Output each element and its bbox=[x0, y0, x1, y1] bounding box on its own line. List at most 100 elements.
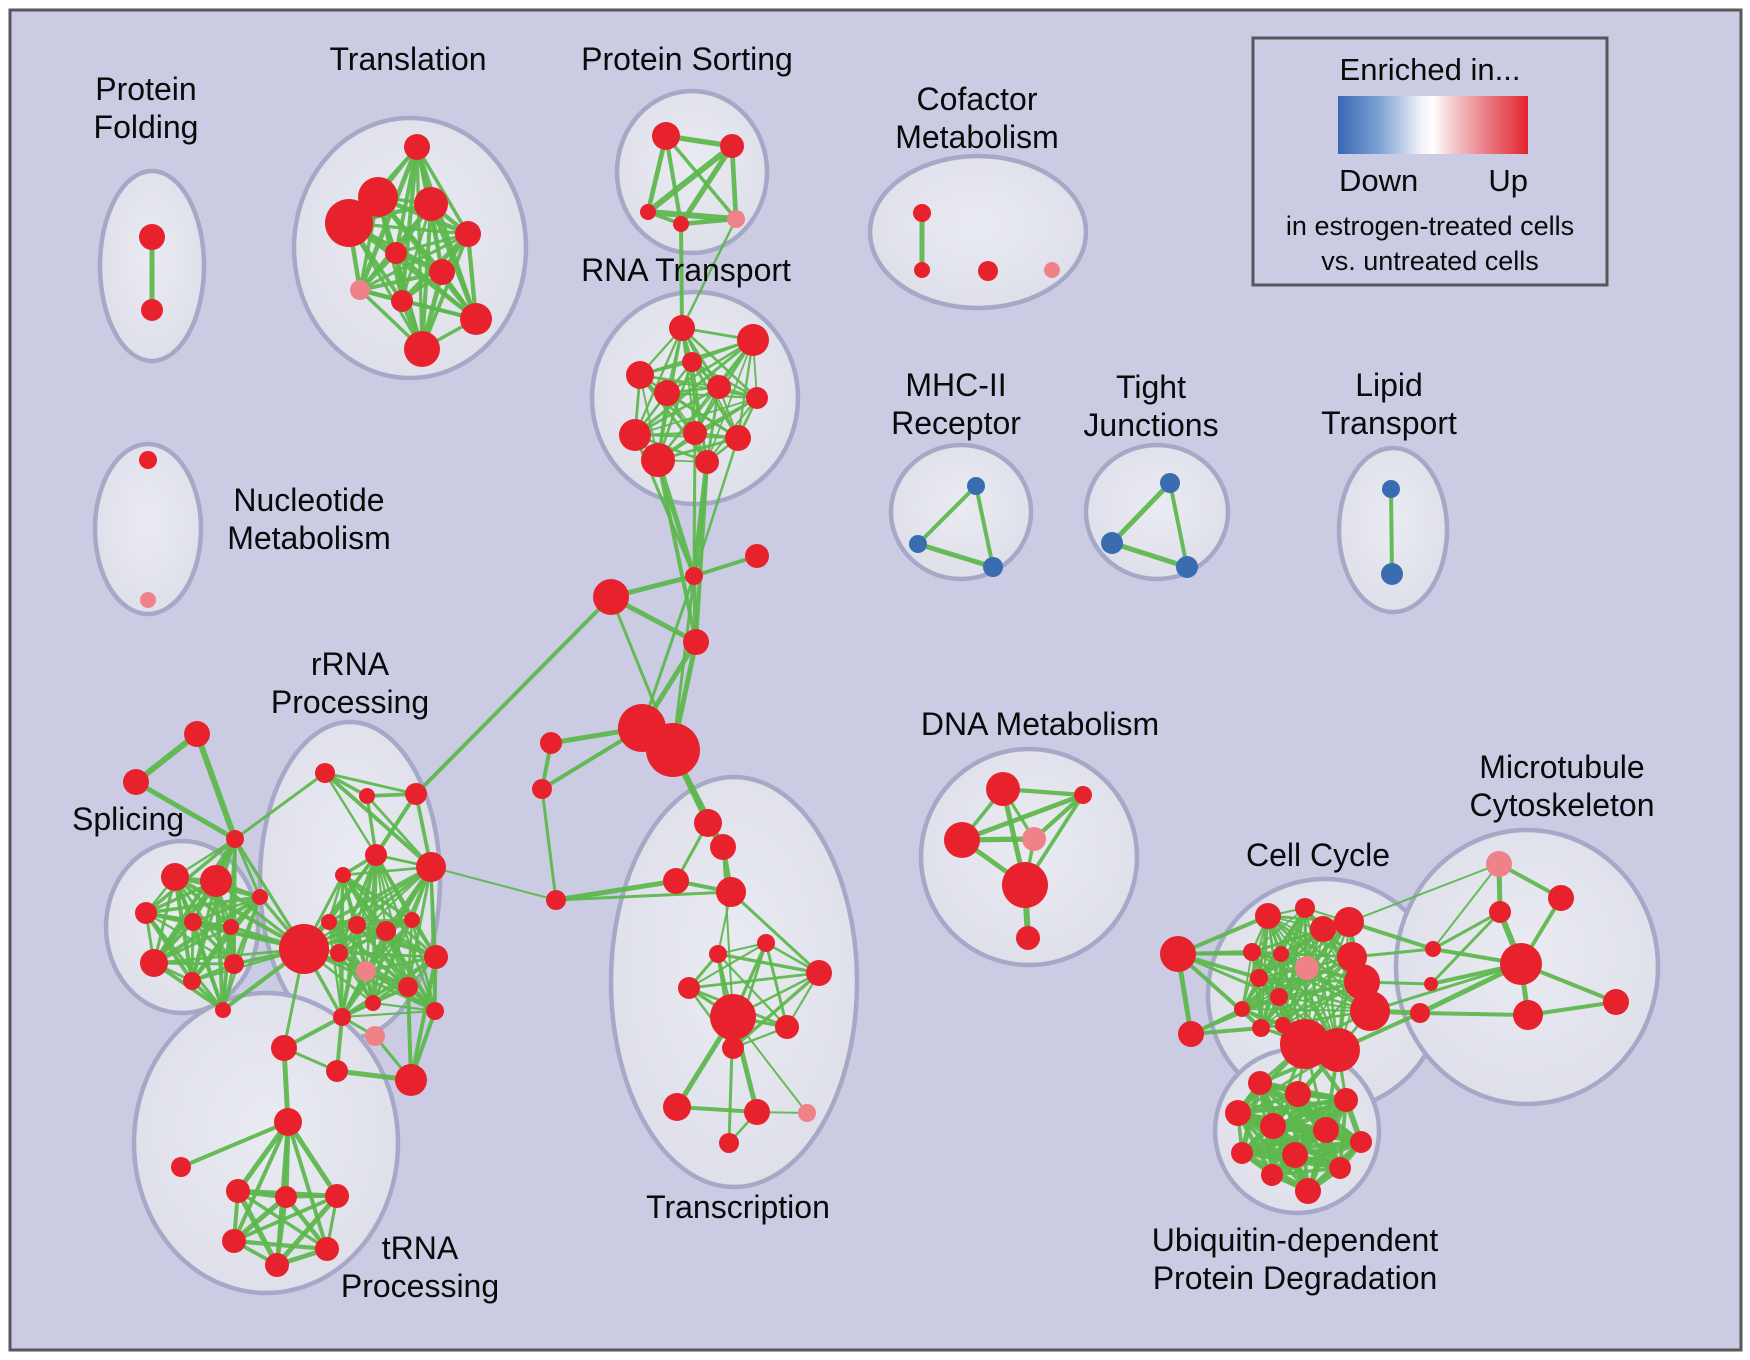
gene-set-node-67-up bbox=[404, 912, 420, 928]
gene-set-node-4-up bbox=[325, 199, 373, 247]
edge bbox=[371, 918, 414, 1005]
gene-set-node-124-up bbox=[1273, 946, 1289, 962]
gene-set-node-11-up bbox=[460, 303, 492, 335]
legend-gradient-bar bbox=[1338, 96, 1528, 154]
edge bbox=[678, 143, 735, 227]
gene-set-node-89-up bbox=[745, 544, 769, 568]
edge bbox=[706, 339, 754, 463]
gene-set-node-45-up bbox=[123, 769, 149, 795]
edge bbox=[430, 866, 557, 901]
gene-set-node-126-up bbox=[1250, 969, 1268, 987]
cluster-ellipse-protein-sorting bbox=[614, 88, 770, 256]
edge bbox=[323, 771, 433, 869]
gene-set-node-107-up bbox=[663, 1093, 691, 1121]
edge bbox=[409, 955, 438, 1082]
edge bbox=[358, 232, 470, 292]
gene-set-node-12-up bbox=[404, 331, 440, 367]
gene-set-node-55-up bbox=[252, 889, 268, 905]
gene-set-node-140-up bbox=[1548, 885, 1574, 911]
gene-set-node-132-up bbox=[1350, 991, 1390, 1031]
edge bbox=[915, 541, 996, 570]
gene-set-node-96-up bbox=[710, 834, 736, 860]
edge bbox=[1109, 480, 1173, 546]
gene-set-node-122-up bbox=[1334, 907, 1364, 937]
gene-set-node-53-up bbox=[224, 954, 244, 974]
edge bbox=[1432, 863, 1500, 950]
gene-set-node-83-up bbox=[325, 1184, 349, 1208]
gene-set-node-20-up bbox=[682, 352, 702, 372]
edge bbox=[1241, 1008, 1371, 1012]
edge bbox=[285, 1119, 340, 1199]
gene-set-node-21-up bbox=[626, 361, 654, 389]
cluster-label-splicing: Splicing bbox=[72, 801, 184, 837]
gene-set-node-31-up bbox=[914, 262, 930, 278]
cluster-ellipse-nucleotide-metabolism bbox=[92, 441, 204, 617]
gene-set-node-17-up-light bbox=[727, 210, 745, 228]
gene-set-node-85-up bbox=[315, 1237, 339, 1261]
gene-set-node-69-up-light bbox=[356, 961, 376, 981]
gene-set-node-16-up bbox=[673, 216, 689, 232]
gene-set-node-51-up bbox=[223, 919, 239, 935]
gene-set-node-56-up bbox=[215, 1002, 231, 1018]
edge bbox=[736, 338, 755, 440]
cluster-label-protein-folding: Protein Folding bbox=[94, 71, 199, 145]
gene-set-node-13-up bbox=[652, 122, 680, 150]
gene-set-node-104-up bbox=[710, 994, 756, 1040]
gene-set-node-81-up bbox=[226, 1179, 250, 1203]
legend-box bbox=[1251, 36, 1609, 287]
edge bbox=[665, 338, 755, 395]
gene-set-node-73-up bbox=[333, 1008, 351, 1026]
gene-set-node-105-up bbox=[775, 1015, 799, 1039]
cluster-label-transcription: Transcription bbox=[646, 1189, 830, 1225]
gene-set-node-79-up bbox=[274, 1108, 302, 1136]
cluster-label-ubiquitin-degradation: Ubiquitin-dependent Protein Degradation bbox=[1152, 1222, 1439, 1296]
edge bbox=[235, 1119, 291, 1194]
edge bbox=[764, 941, 789, 1029]
cluster-label-cofactor-metabolism: Cofactor Metabolism bbox=[895, 81, 1059, 155]
edge bbox=[341, 873, 414, 922]
gene-set-node-77-up bbox=[395, 1064, 427, 1096]
gene-set-node-154-up bbox=[1329, 1157, 1351, 1179]
legend-context-line1: in estrogen-treated cells bbox=[1286, 211, 1574, 241]
gene-set-node-18-up bbox=[669, 315, 695, 341]
gene-set-node-155-up bbox=[1261, 1164, 1283, 1186]
edge bbox=[133, 779, 238, 842]
cluster-label-nucleotide-metabolism: Nucleotide Metabolism bbox=[227, 482, 391, 556]
edge bbox=[1176, 952, 1263, 1030]
gene-set-node-121-up bbox=[1310, 916, 1336, 942]
gene-set-node-65-up bbox=[348, 916, 366, 934]
edge bbox=[194, 731, 238, 842]
cluster-ellipse-cofactor-metabolism bbox=[867, 153, 1089, 311]
edge bbox=[1241, 967, 1308, 1010]
gene-set-node-19-up bbox=[737, 324, 769, 356]
gene-set-node-72-up bbox=[424, 945, 448, 969]
gene-set-node-117-up bbox=[1160, 936, 1196, 972]
edge bbox=[190, 920, 195, 983]
gene-set-node-63-up bbox=[279, 924, 329, 974]
edge bbox=[327, 865, 433, 924]
legend-context-line2: vs. untreated cells bbox=[1321, 246, 1539, 276]
gene-set-node-24-up bbox=[746, 387, 768, 409]
edge bbox=[687, 941, 768, 990]
edge bbox=[633, 385, 721, 437]
gene-set-node-125-up-light bbox=[1295, 956, 1319, 980]
gene-set-node-29-up bbox=[695, 450, 719, 474]
edge bbox=[692, 431, 697, 578]
edge bbox=[1251, 907, 1306, 953]
gene-set-node-38-down bbox=[1101, 532, 1123, 554]
gene-set-node-48-up bbox=[200, 865, 232, 897]
edge bbox=[553, 878, 679, 903]
edge bbox=[1168, 481, 1189, 569]
gene-set-node-2-up bbox=[404, 134, 430, 160]
gene-set-node-92-up bbox=[646, 723, 700, 777]
edge bbox=[144, 837, 237, 915]
gene-set-node-27-up bbox=[725, 425, 751, 451]
edge bbox=[663, 133, 684, 227]
gene-set-node-39-down bbox=[1176, 556, 1198, 578]
edge bbox=[1389, 487, 1394, 576]
gene-set-node-99-up bbox=[546, 890, 566, 910]
gene-set-node-37-down bbox=[1160, 473, 1180, 493]
edge bbox=[151, 894, 263, 966]
gene-set-node-80-up bbox=[171, 1157, 191, 1177]
gene-set-node-100-up bbox=[709, 945, 727, 963]
